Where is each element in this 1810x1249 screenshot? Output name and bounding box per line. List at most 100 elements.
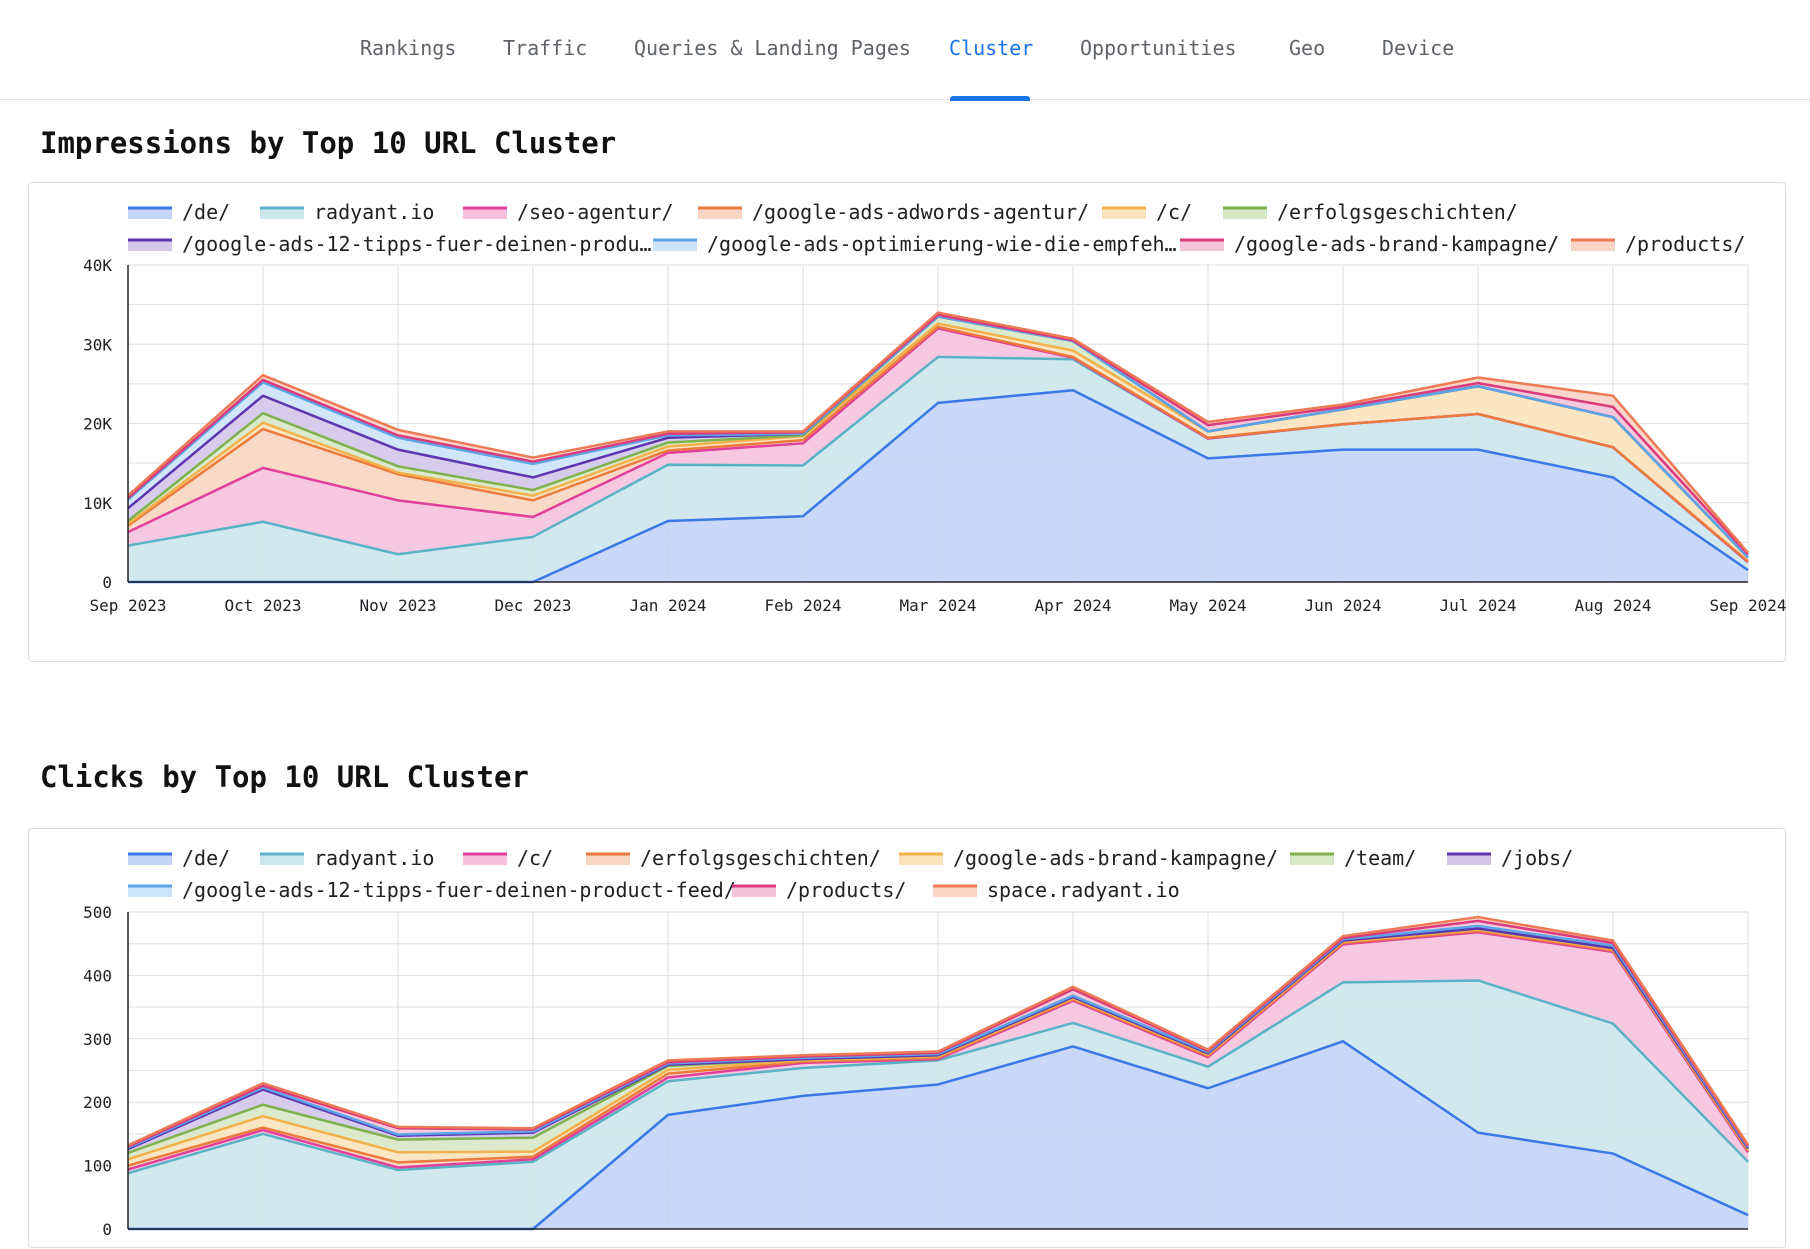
clicks-section-title: Clicks by Top 10 URL Cluster <box>40 760 529 794</box>
impressions-area-google-ads-adwords-agentur <box>128 326 1748 563</box>
impressions-y-tick-label: 10K <box>83 494 112 513</box>
impressions-legend-swatch <box>1223 208 1267 219</box>
impressions-x-tick-label: Mar 2024 <box>899 596 976 615</box>
impressions-series-lines <box>127 311 1749 584</box>
impressions-legend-item-google-ads-optimierung-wie-die-empfeh[interactable]: /google-ads-optimierung-wie-die-empfeh… <box>653 232 1177 256</box>
impressions-legend-item-radyant-io[interactable]: radyant.io <box>260 200 434 224</box>
impressions-legend-item-seo-agentur[interactable]: /seo-agentur/ <box>463 200 674 224</box>
impressions-legend: /de/radyant.io/seo-agentur/ /google-ads-a… <box>128 200 1745 256</box>
clicks-legend-swatch <box>1447 854 1491 865</box>
clicks-legend-item-team[interactable]: /team/ <box>1290 846 1416 870</box>
impressions-x-tick-label: Aug 2024 <box>1574 596 1651 615</box>
impressions-areas <box>128 312 1748 582</box>
impressions-legend-item-google-ads-brand-kampagne[interactable]: /google-ads-brand-kampagne/ <box>1180 232 1559 256</box>
clicks-legend-item-c[interactable]: /c/ <box>463 846 553 870</box>
clicks-line-products <box>127 919 1750 1148</box>
clicks-legend-label: /c/ <box>517 846 553 870</box>
impressions-x-tick-label: Jan 2024 <box>629 596 706 615</box>
clicks-legend-item-space-radyant-io[interactable]: space.radyant.io <box>933 878 1180 902</box>
impressions-y-tick-label: 30K <box>83 335 112 354</box>
tab-device[interactable]: Device <box>1382 36 1455 60</box>
impressions-legend-swatch <box>128 208 172 219</box>
impressions-legend-item-erfolgsgeschichten[interactable]: /erfolgsgeschichten/ <box>1223 200 1518 224</box>
clicks-legend-label: /jobs/ <box>1501 846 1573 870</box>
tab-opportunities[interactable]: Opportunities <box>1080 36 1237 60</box>
impressions-x-tick-label: Oct 2023 <box>224 596 301 615</box>
impressions-y-tick-label: 20K <box>83 415 112 434</box>
impressions-legend-label: /products/ <box>1625 232 1745 256</box>
impressions-legend-label: /seo-agentur/ <box>517 200 674 224</box>
impressions-legend-label: /google-ads-brand-kampagne/ <box>1234 232 1559 256</box>
impressions-legend-swatch <box>463 208 507 219</box>
clicks-legend-label: /team/ <box>1344 846 1416 870</box>
impressions-x-tick-label: Jul 2024 <box>1439 596 1516 615</box>
tab-rankings[interactable]: Rankings <box>360 36 457 60</box>
tab-traffic[interactable]: Traffic <box>503 36 588 60</box>
impressions-section-title: Impressions by Top 10 URL Cluster <box>40 126 617 160</box>
clicks-line-c <box>127 931 1750 1171</box>
clicks-legend-item-de[interactable]: /de/ <box>128 846 230 870</box>
tab-geo[interactable]: Geo <box>1289 36 1326 60</box>
impressions-chart: 0 10K 20K 30K 40K Sep 2023 Oct 2023 Nov 2023 Dec… <box>83 200 1786 615</box>
impressions-legend-item-de[interactable]: /de/ <box>128 200 230 224</box>
clicks-y-tick-label: 200 <box>83 1093 112 1112</box>
impressions-x-tick-label: Dec 2023 <box>494 596 571 615</box>
clicks-legend-item-google-ads-brand-kampagne[interactable]: /google-ads-brand-kampagne/ <box>899 846 1278 870</box>
clicks-y-tick-label: 300 <box>83 1030 112 1049</box>
clicks-line-space-radyant-io <box>127 915 1750 1147</box>
active-tab-indicator <box>950 96 1030 101</box>
impressions-line-products <box>127 311 1749 554</box>
clicks-legend-item-google-ads-12-tipps-fuer-deinen-product-feed[interactable]: /google-ads-12-tipps-fuer-deinen-product… <box>128 878 736 902</box>
tab-cluster[interactable]: Cluster <box>949 36 1034 60</box>
clicks-legend-label: radyant.io <box>314 846 434 870</box>
impressions-x-tick-label: Apr 2024 <box>1034 596 1111 615</box>
clicks-legend-label: /erfolgsgeschichten/ <box>640 846 881 870</box>
clicks-y-tick-label: 100 <box>83 1157 112 1176</box>
tab-queries-landing-pages[interactable]: Queries & Landing Pages <box>634 36 911 60</box>
impressions-legend-swatch <box>260 208 304 219</box>
impressions-legend-label: /google-ads-optimierung-wie-die-empfeh… <box>707 232 1177 256</box>
clicks-legend-swatch <box>933 886 977 897</box>
impressions-x-tick-label: Jun 2024 <box>1304 596 1381 615</box>
clicks-chart-card: 0 100 200 300 400 500/de/radyant.io/c//erfolg… <box>28 828 1786 1248</box>
clicks-y-tick-label: 500 <box>83 903 112 922</box>
clicks-legend-swatch <box>128 854 172 865</box>
impressions-legend-label: /erfolgsgeschichten/ <box>1277 200 1518 224</box>
impressions-legend-label: /google-ads-12-tipps-fuer-deinen-produ… <box>182 232 652 256</box>
impressions-legend-swatch <box>653 240 697 251</box>
impressions-chart-card: 0 10K 20K 30K 40K Sep 2023 Oct 2023 Nov 2023 Dec… <box>28 182 1787 662</box>
clicks-line-google-ads-brand-kampagne <box>127 928 1750 1161</box>
clicks-line-erfolgsgeschichten <box>127 929 1750 1167</box>
impressions-legend-item-google-ads-adwords-agentur[interactable]: /google-ads-adwords-agentur/ <box>698 200 1089 224</box>
clicks-legend-label: space.radyant.io <box>987 878 1180 902</box>
clicks-legend-label: /de/ <box>182 846 230 870</box>
clicks-legend-item-erfolgsgeschichten[interactable]: /erfolgsgeschichten/ <box>586 846 881 870</box>
clicks-y-tick-label: 400 <box>83 966 112 985</box>
impressions-legend-item-c[interactable]: /c/ <box>1102 200 1192 224</box>
clicks-legend-swatch <box>260 854 304 865</box>
impressions-x-tick-label: May 2024 <box>1169 596 1246 615</box>
clicks-legend-item-products[interactable]: /products/ <box>732 878 906 902</box>
impressions-legend-swatch <box>1571 240 1615 251</box>
clicks-legend-item-jobs[interactable]: /jobs/ <box>1447 846 1573 870</box>
clicks-legend-swatch <box>899 854 943 865</box>
impressions-legend-item-products[interactable]: /products/ <box>1571 232 1745 256</box>
clicks-legend: /de/radyant.io/c/ /erfolgsgeschichten/ /go… <box>128 846 1573 902</box>
impressions-x-tick-label: Sep 2023 <box>89 596 166 615</box>
clicks-legend-label: /google-ads-12-tipps-fuer-deinen-product… <box>182 878 736 902</box>
impressions-area-de <box>128 390 1748 582</box>
impressions-x-tick-label: Nov 2023 <box>359 596 436 615</box>
clicks-line-google-ads-12-tipps-fuer-deinen-product-feed <box>127 924 1750 1149</box>
clicks-legend-swatch <box>463 854 507 865</box>
impressions-legend-label: radyant.io <box>314 200 434 224</box>
impressions-legend-label: /de/ <box>182 200 230 224</box>
impressions-y-tick-label: 40K <box>83 256 112 275</box>
clicks-legend-label: /google-ads-brand-kampagne/ <box>953 846 1278 870</box>
impressions-legend-swatch <box>128 240 172 251</box>
clicks-legend-item-radyant-io[interactable]: radyant.io <box>260 846 434 870</box>
clicks-legend-swatch <box>128 886 172 897</box>
impressions-legend-item-google-ads-12-tipps-fuer-deinen-produ[interactable]: /google-ads-12-tipps-fuer-deinen-produ… <box>128 232 652 256</box>
impressions-line-google-ads-adwords-agentur <box>127 325 1749 563</box>
top-navigation: Rankings Traffic Queries & Landing Pages… <box>0 0 1810 101</box>
clicks-area-c <box>128 932 1748 1174</box>
